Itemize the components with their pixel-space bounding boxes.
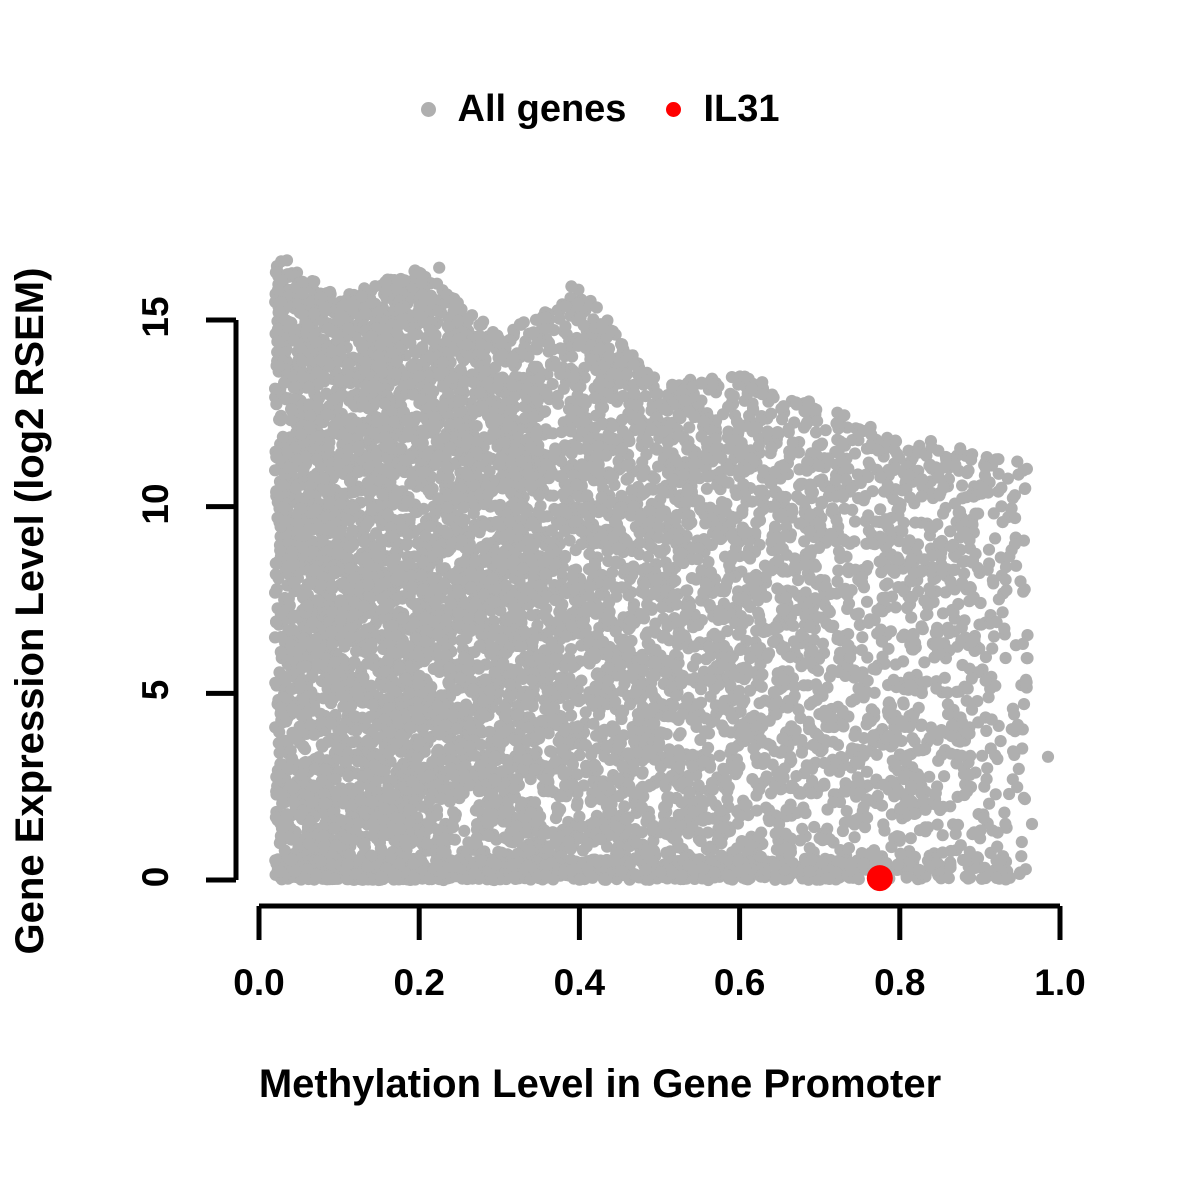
outlier-point xyxy=(1041,750,1055,763)
y-tick-label: 5 xyxy=(135,680,176,701)
outlier-point xyxy=(1025,817,1039,831)
x-tick-label: 0.6 xyxy=(713,962,766,1003)
x-tick-label: 1.0 xyxy=(1034,962,1086,1003)
x-tick-label: 0.2 xyxy=(393,962,445,1003)
y-axis xyxy=(206,317,239,883)
y-tick-label: 15 xyxy=(135,296,176,338)
il31-marker xyxy=(866,865,893,892)
y-tick-label: 10 xyxy=(135,483,176,525)
x-tick-label: 0.4 xyxy=(553,962,606,1003)
x-tick-label: 0.0 xyxy=(233,962,285,1003)
scatter-points-all-genes xyxy=(268,254,1055,887)
outlier-point xyxy=(565,280,578,293)
x-axis xyxy=(256,903,1063,940)
x-axis-title: Methylation Level in Gene Promoter xyxy=(258,1062,942,1106)
outlier-point xyxy=(433,261,446,274)
x-tick-label: 0.8 xyxy=(874,962,926,1003)
y-tick-label: 0 xyxy=(135,866,176,888)
highlight-point-il31 xyxy=(866,865,893,892)
outlier-point xyxy=(280,254,294,267)
